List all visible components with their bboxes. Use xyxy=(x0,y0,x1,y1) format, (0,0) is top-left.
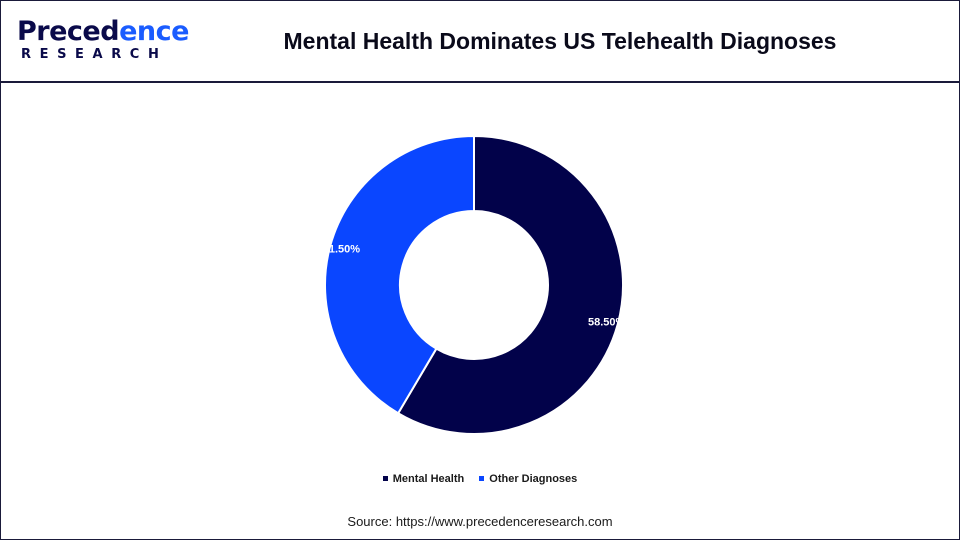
chart-title: Mental Health Dominates US Telehealth Di… xyxy=(283,28,837,54)
source-note: Source: https://www.precedenceresearch.c… xyxy=(347,514,613,529)
chart-legend: Mental Health Other Diagnoses xyxy=(1,473,959,485)
header: Precedence RESEARCH Mental Health Domina… xyxy=(1,1,959,83)
legend-swatch-mental-health xyxy=(382,475,388,481)
precedence-research-logo: Precedence RESEARCH xyxy=(17,17,189,67)
donut-slice-mental-health xyxy=(396,134,624,435)
logo-wordmark: Precedence xyxy=(17,17,189,47)
logo-wordmark-middle: reced xyxy=(36,16,120,47)
logo-subtitle: RESEARCH xyxy=(21,47,168,62)
logo-wordmark-accent: ence xyxy=(119,16,189,47)
data-label-mental-health: 58.50% xyxy=(588,316,626,328)
donut-chart: 58.50% 41.50% xyxy=(323,134,626,435)
legend-item-mental-health: Mental Health xyxy=(382,473,465,485)
legend-swatch-other-diagnoses xyxy=(479,475,485,481)
legend-label-mental-health: Mental Health xyxy=(392,473,465,485)
donut-slice-other-diagnoses xyxy=(324,134,475,415)
legend-item-other-diagnoses: Other Diagnoses xyxy=(479,473,577,485)
data-label-other-diagnoses: 41.50% xyxy=(323,244,361,256)
logo-initial: P xyxy=(17,16,37,47)
legend-label-other-diagnoses: Other Diagnoses xyxy=(489,473,578,485)
